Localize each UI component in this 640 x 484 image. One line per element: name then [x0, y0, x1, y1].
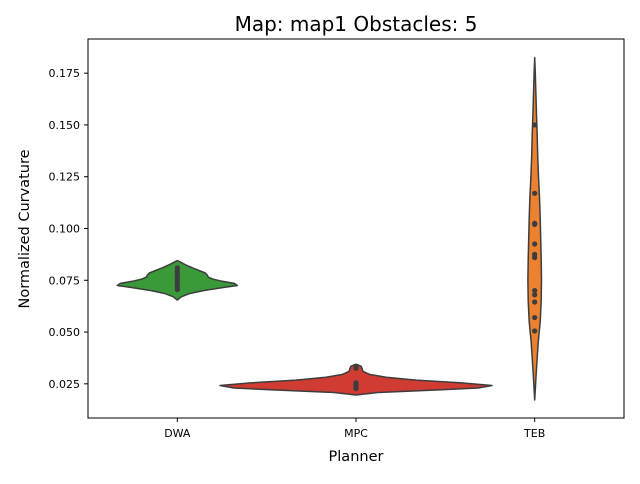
x-tick-label: DWA [164, 427, 191, 440]
data-point [532, 122, 538, 128]
data-point [532, 241, 538, 247]
y-tick-label: 0.125 [49, 171, 81, 184]
data-point [532, 251, 538, 257]
data-point [532, 220, 538, 226]
data-point [532, 292, 538, 298]
y-tick-label: 0.050 [49, 326, 81, 339]
x-axis-label: Planner [329, 449, 384, 465]
plot-frame [87, 38, 625, 419]
axes-layer: 0.025 0.050 0.075 0.100 0.125 0.150 0.175 DWA MP… [49, 67, 546, 440]
data-point [532, 328, 538, 334]
violin-layer [116, 56, 543, 401]
violin-teb [527, 56, 543, 401]
chart-title: Map: map1 Obstacles: 5 [235, 12, 478, 36]
x-tick-label: TEB [523, 427, 545, 440]
y-axis-label: Normalized Curvature [17, 149, 33, 308]
data-point [532, 314, 538, 321]
y-tick-label: 0.075 [49, 274, 81, 287]
y-tick-label: 0.100 [49, 223, 81, 236]
y-tick-label: 0.150 [49, 119, 81, 132]
data-point [353, 380, 359, 386]
data-point [174, 265, 180, 271]
x-tick-label: MPC [344, 427, 368, 440]
data-point [353, 364, 359, 370]
violin-mpc [219, 363, 493, 396]
data-point [532, 299, 538, 305]
data-point [532, 190, 538, 196]
y-tick-label: 0.025 [49, 378, 81, 391]
y-tick-label: 0.175 [49, 67, 81, 80]
data-point [532, 288, 538, 294]
